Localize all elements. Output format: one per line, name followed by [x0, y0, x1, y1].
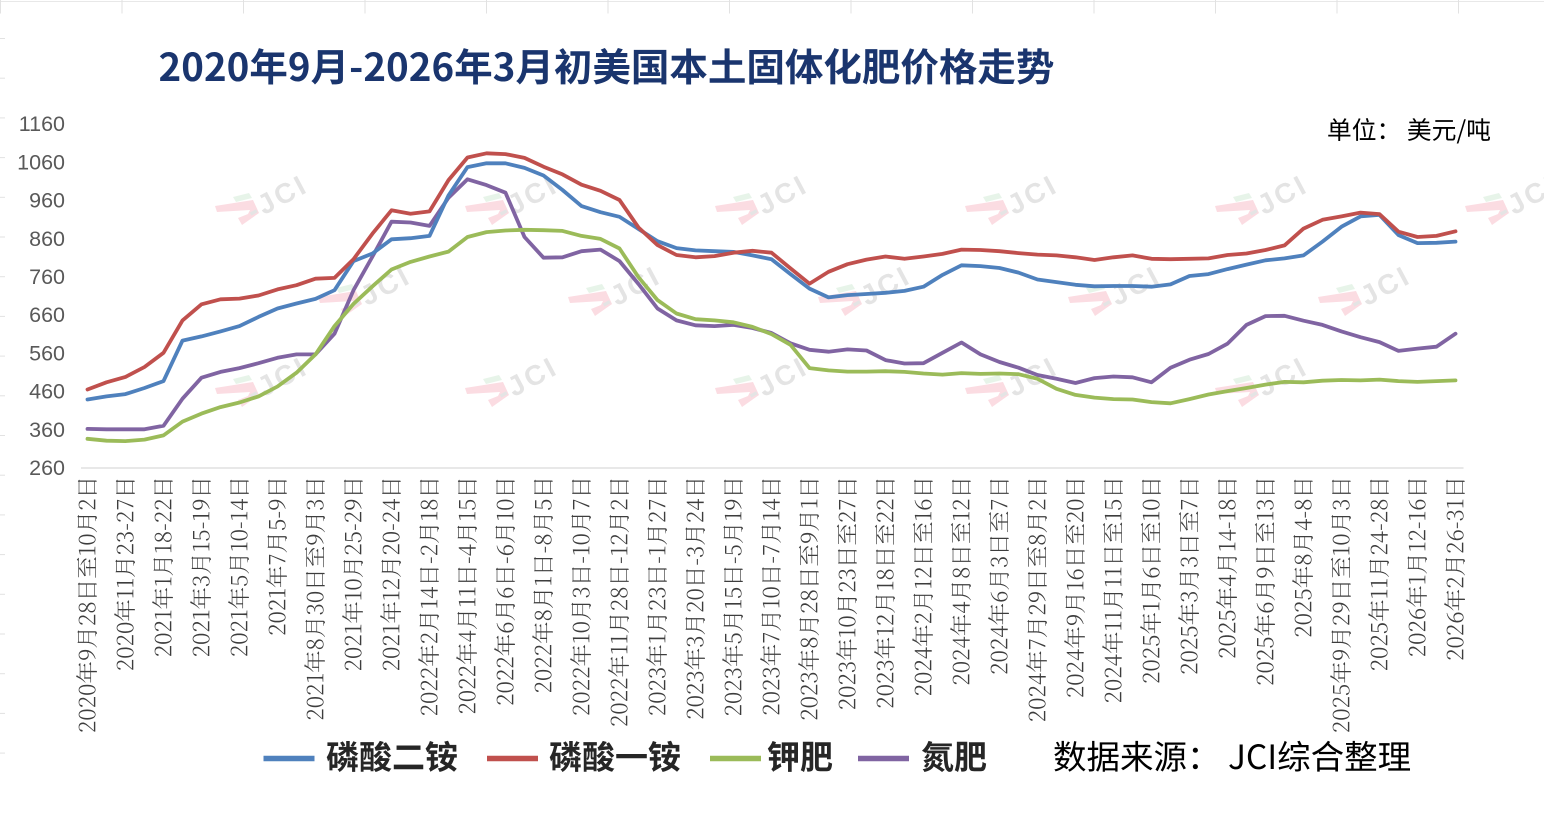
svg-text:660: 660	[29, 303, 65, 327]
svg-text:560: 560	[29, 341, 65, 365]
svg-text:1160: 1160	[19, 112, 65, 136]
svg-text:960: 960	[29, 189, 65, 213]
svg-text:360: 360	[29, 418, 65, 442]
svg-text:460: 460	[29, 380, 65, 404]
svg-text:860: 860	[29, 227, 65, 251]
svg-text:260: 260	[29, 456, 65, 480]
svg-text:1060: 1060	[17, 150, 65, 174]
svg-text:760: 760	[29, 265, 65, 289]
